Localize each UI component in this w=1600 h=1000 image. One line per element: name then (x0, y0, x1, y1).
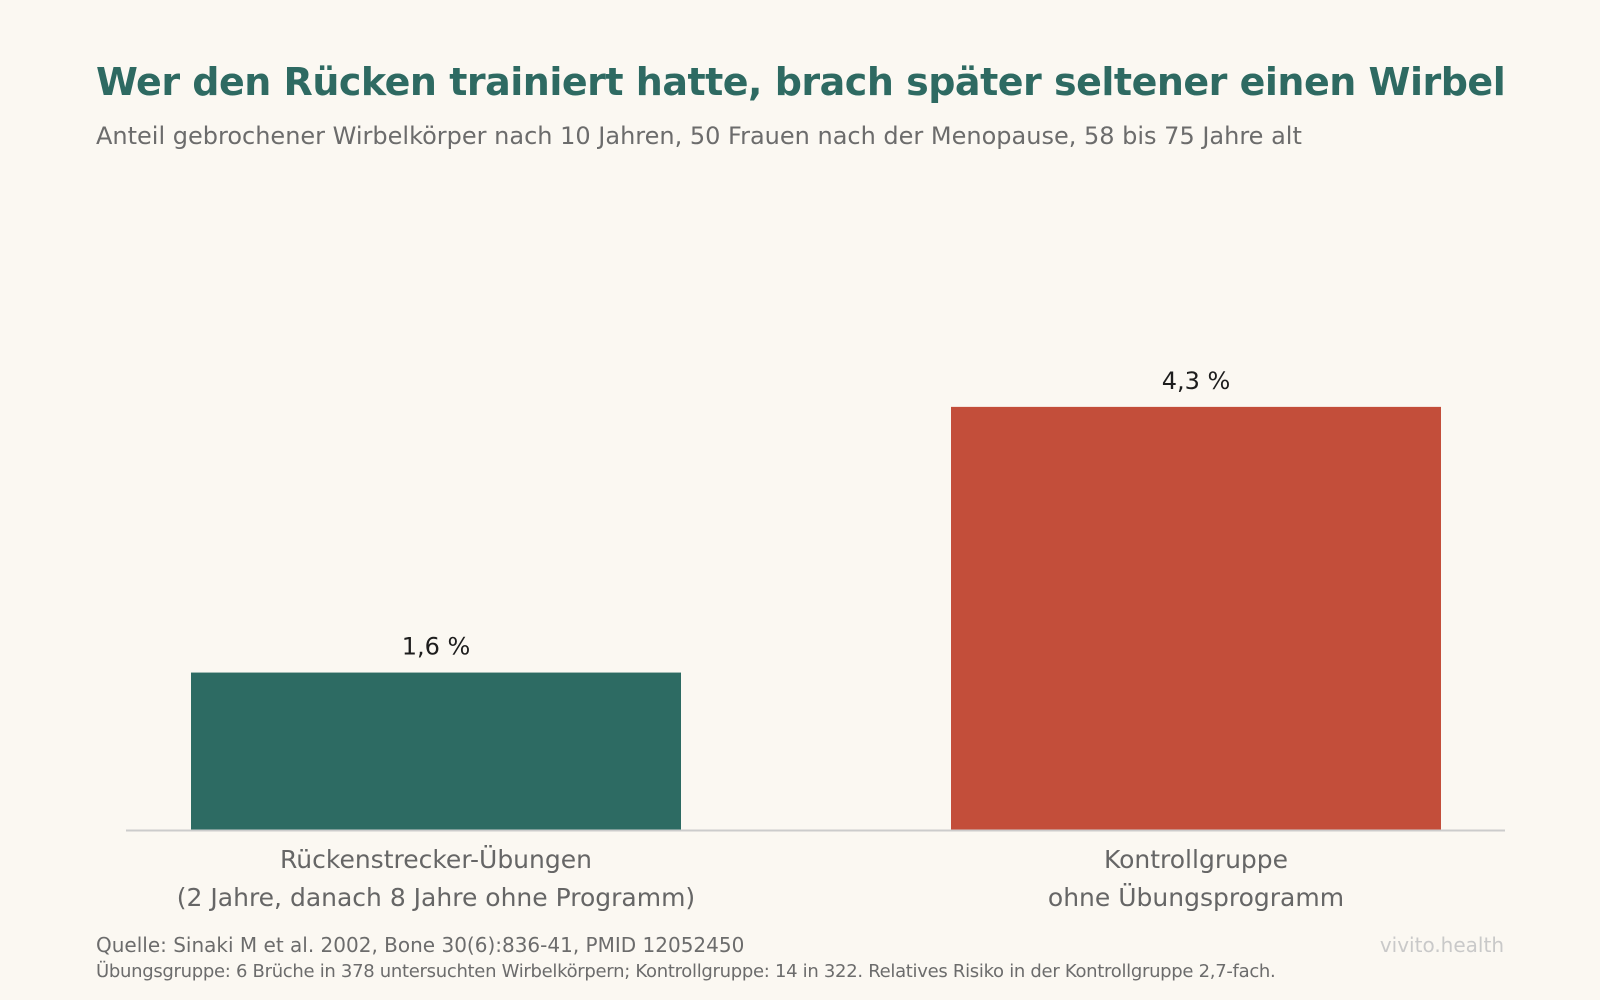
category-label: Kontrollgruppe (1104, 845, 1288, 874)
category-label: ohne Übungsprogramm (1048, 883, 1344, 912)
category-label: Rückenstrecker-Übungen (280, 845, 592, 874)
bar-control-group (951, 406, 1441, 830)
category-label: (2 Jahre, danach 8 Jahre ohne Programm) (177, 883, 695, 912)
chart-title: Wer den Rücken trainiert hatte, brach sp… (96, 60, 1506, 104)
bar-exercise-group (191, 672, 681, 830)
chart-subtitle: Anteil gebrochener Wirbelkörper nach 10 … (96, 122, 1302, 150)
value-label: 1,6 % (402, 633, 471, 661)
footnote: Übungsgruppe: 6 Brüche in 378 untersucht… (96, 961, 1276, 982)
brand-watermark: vivito.health (1379, 933, 1504, 957)
value-label: 4,3 % (1162, 367, 1231, 395)
source-citation: Quelle: Sinaki M et al. 2002, Bone 30(6)… (96, 933, 745, 957)
